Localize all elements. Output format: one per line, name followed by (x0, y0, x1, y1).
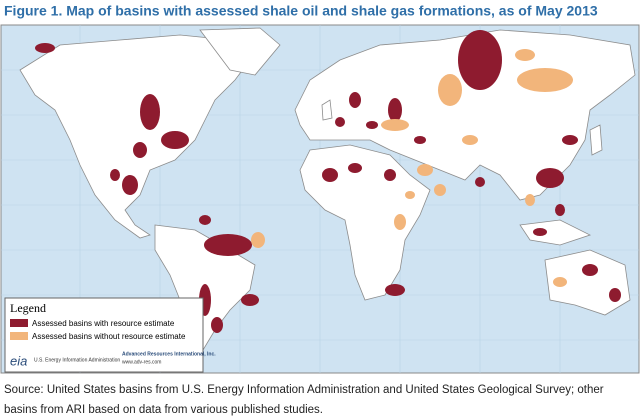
legend-title: Legend (10, 301, 46, 315)
legend-swatch (10, 332, 28, 340)
legend-label: Assessed basins without resource estimat… (32, 332, 186, 341)
eia-logo: eia (10, 353, 27, 368)
source-note: Source: United States basins from U.S. E… (4, 384, 604, 416)
legend-label: Assessed basins with resource estimate (32, 319, 175, 328)
legend-swatch (10, 319, 28, 327)
basins-with-estimate (35, 30, 621, 333)
title: Figure 1. Map of basins with assessed sh… (4, 3, 598, 19)
basins-without-estimate (251, 49, 573, 287)
ari-name: Advanced Resources International, Inc. (122, 351, 216, 357)
eia-name: U.S. Energy Information Administration (34, 357, 120, 363)
legend: Legend Assessed basins with resource est… (4, 297, 216, 373)
ari-url: www.adv-res.com (122, 359, 161, 365)
figure: Figure 1. Map of basins with assessed sh… (0, 3, 640, 374)
legend-box (4, 297, 204, 373)
